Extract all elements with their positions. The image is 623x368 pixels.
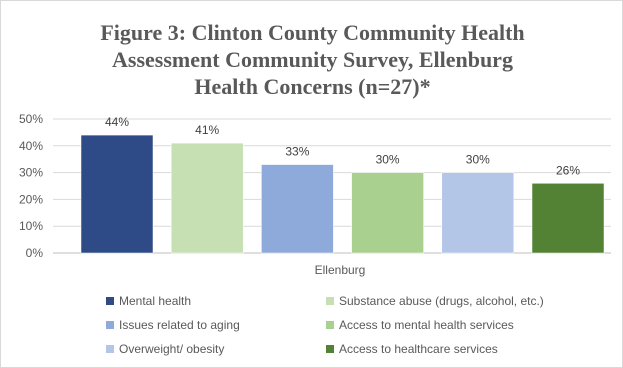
y-tick-label: 40% bbox=[19, 139, 43, 153]
legend-label: Mental health bbox=[119, 294, 192, 308]
data-label: 33% bbox=[285, 145, 309, 159]
legend-item: Access to mental health services bbox=[326, 317, 606, 333]
y-tick-label: 50% bbox=[19, 112, 43, 126]
y-tick-label: 30% bbox=[19, 166, 43, 180]
legend: Mental health Substance abuse (drugs, alc… bbox=[106, 293, 606, 357]
bar-chart: 0% 10% 20% 30% 40% 50% 44% 41% 33% 30% 30% 26% Ell… bbox=[19, 112, 611, 277]
chart-title: Figure 3: Clinton County Community Healt… bbox=[21, 19, 604, 100]
y-tick-label: 20% bbox=[19, 192, 43, 206]
bar bbox=[351, 172, 424, 254]
legend-label: Access to healthcare services bbox=[339, 342, 498, 356]
legend-swatch bbox=[106, 297, 114, 305]
legend-swatch bbox=[106, 345, 114, 353]
bar bbox=[80, 134, 154, 254]
data-labels: 44% 41% 33% 30% 30% 26% bbox=[105, 115, 580, 177]
legend-item: Substance abuse (drugs, alcohol, etc.) bbox=[326, 293, 606, 309]
legend-item: Overweight/ obesity bbox=[106, 341, 326, 357]
bar bbox=[441, 172, 515, 254]
x-category-label: Ellenburg bbox=[315, 263, 366, 277]
legend-label: Overweight/ obesity bbox=[119, 342, 225, 356]
y-tick-label: 0% bbox=[26, 246, 44, 260]
legend-label: Issues related to aging bbox=[119, 318, 240, 332]
data-label: 30% bbox=[466, 153, 490, 167]
legend-swatch bbox=[326, 345, 334, 353]
legend-swatch bbox=[326, 297, 334, 305]
chart-title-line-2: Assessment Community Survey, Ellenburg bbox=[112, 47, 513, 72]
chart-title-line-3: Health Concerns (n=27)* bbox=[194, 74, 431, 99]
legend-swatch bbox=[106, 321, 114, 329]
chart-title-line-1: Figure 3: Clinton County Community Healt… bbox=[100, 20, 525, 45]
y-axis-ticks: 0% 10% 20% 30% 40% 50% bbox=[19, 112, 43, 260]
legend-item: Mental health bbox=[106, 293, 326, 309]
bar bbox=[261, 164, 334, 254]
legend-item: Access to healthcare services bbox=[326, 341, 606, 357]
data-label: 44% bbox=[105, 115, 129, 129]
legend-label: Access to mental health services bbox=[339, 318, 514, 332]
x-axis-categories: Ellenburg bbox=[315, 263, 366, 277]
y-tick-label: 10% bbox=[19, 219, 43, 233]
bar bbox=[170, 142, 244, 254]
data-label: 26% bbox=[556, 163, 580, 177]
bar bbox=[531, 183, 605, 254]
bars bbox=[80, 134, 605, 254]
data-label: 41% bbox=[195, 123, 219, 137]
legend-label: Substance abuse (drugs, alcohol, etc.) bbox=[339, 294, 544, 308]
legend-swatch bbox=[326, 321, 334, 329]
data-label: 30% bbox=[376, 153, 400, 167]
legend-item: Issues related to aging bbox=[106, 317, 326, 333]
